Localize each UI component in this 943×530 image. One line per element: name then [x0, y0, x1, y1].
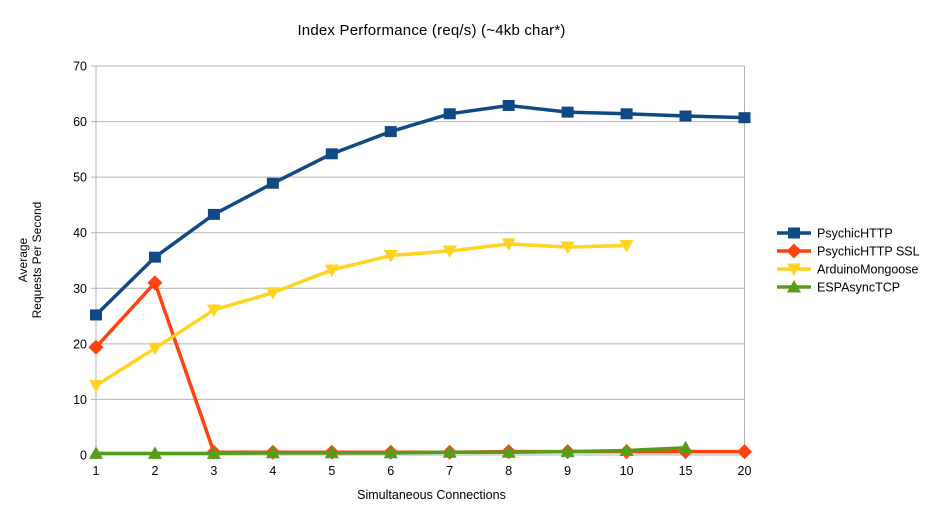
data-point-marker: [560, 241, 575, 255]
x-tick-label: 3: [210, 464, 217, 478]
data-point-marker: [443, 108, 456, 120]
legend-item-psychichttp-ssl: PsychicHTTP SSL: [777, 243, 920, 259]
data-point-marker: [148, 251, 161, 263]
x-tick-label: 2: [151, 464, 158, 478]
chart-title: Index Performance (req/s) (~4kb char*): [297, 22, 566, 39]
data-point-marker: [738, 112, 751, 124]
series-line: [94, 279, 745, 454]
data-point-marker: [384, 126, 397, 138]
data-point-marker: [501, 445, 516, 458]
x-tick-label: 5: [328, 464, 335, 478]
data-point-marker: [620, 108, 633, 120]
data-point-marker: [206, 304, 221, 317]
psychichttp-legend-marker-icon: [788, 227, 800, 239]
data-point-marker: [88, 339, 104, 355]
data-point-marker: [324, 264, 339, 277]
data-point-marker: [737, 444, 752, 460]
data-point-marker: [90, 309, 102, 321]
data-point-marker: [442, 445, 457, 458]
x-tick-label: 1: [93, 464, 100, 478]
legend-item-psychichttp: PsychicHTTP: [777, 227, 893, 241]
x-tick-label: 7: [446, 464, 453, 478]
data-point-marker: [501, 238, 516, 251]
x-axis-title: Simultaneous Connections: [357, 488, 506, 502]
x-tick-label: 20: [738, 464, 752, 478]
legend-label: ESPAsyncTCP: [817, 281, 900, 295]
data-point-marker: [502, 99, 515, 111]
data-point-marker: [206, 446, 221, 459]
data-point-marker: [383, 249, 398, 263]
x-tick-label: 9: [564, 464, 571, 478]
data-point-marker: [89, 446, 103, 459]
y-tick-label: 60: [73, 115, 87, 129]
legend-item-arduinomongoose: ArduinoMongoose: [777, 263, 919, 277]
data-point-marker: [324, 445, 339, 459]
y-tick-label: 50: [73, 171, 87, 185]
y-tick-label: 30: [73, 282, 87, 296]
y-tick-label: 0: [80, 449, 87, 463]
data-point-marker: [89, 380, 103, 393]
data-point-marker: [442, 245, 457, 259]
x-tick-label: 8: [505, 464, 512, 478]
x-tick-label: 10: [620, 464, 634, 478]
data-point-marker: [207, 208, 220, 220]
y-tick-label: 40: [73, 226, 87, 240]
legend-item-espasynctcp: ESPAsyncTCP: [777, 280, 900, 295]
data-point-marker: [265, 287, 280, 300]
data-point-marker: [147, 446, 162, 459]
data-point-marker: [383, 445, 398, 459]
psychichttp-ssl-legend-marker-icon: [786, 243, 802, 259]
legend-label: ArduinoMongoose: [817, 263, 919, 277]
data-point-marker: [560, 444, 575, 458]
x-tick-label: 15: [679, 464, 693, 478]
y-tick-label: 20: [73, 337, 87, 351]
series-arduinomongoose: [89, 238, 634, 393]
x-tick-label: 4: [269, 464, 276, 478]
data-point-marker: [266, 177, 279, 189]
data-point-marker: [619, 443, 634, 457]
series-psychichttp-ssl: [88, 275, 752, 460]
legend-label: PsychicHTTP SSL: [817, 245, 920, 259]
data-point-marker: [147, 342, 162, 356]
legend-label: PsychicHTTP: [817, 227, 893, 241]
data-point-marker: [325, 148, 338, 160]
x-tick-label: 6: [387, 464, 394, 478]
data-point-marker: [147, 275, 163, 291]
y-tick-label: 70: [73, 60, 87, 74]
data-point-marker: [679, 110, 692, 122]
series-espasynctcp: [89, 440, 693, 459]
data-point-marker: [265, 445, 280, 459]
data-point-marker: [678, 440, 693, 454]
series-psychichttp: [90, 99, 751, 321]
series-line: [95, 242, 627, 388]
legend: PsychicHTTP PsychicHTTP SSL ArduinoMongoos…: [777, 227, 920, 295]
data-point-marker: [619, 239, 634, 253]
arduinomongoose-legend-marker-icon: [787, 263, 801, 276]
espasynctcp-legend-marker-icon: [787, 280, 801, 293]
data-point-marker: [561, 106, 574, 118]
y-tick-label: 10: [73, 393, 87, 407]
series-line: [94, 103, 745, 317]
